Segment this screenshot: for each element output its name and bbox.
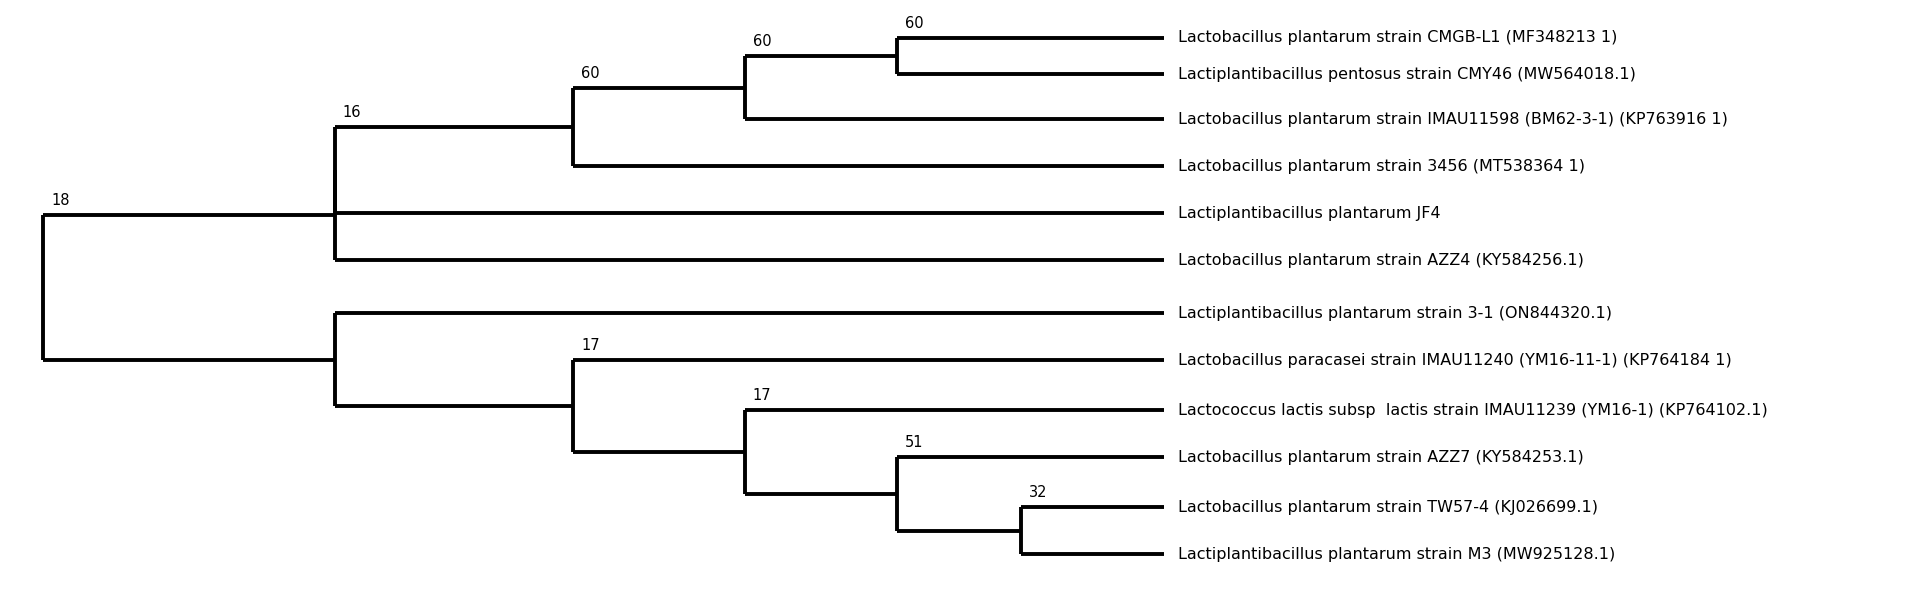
Text: 32: 32 xyxy=(1029,485,1048,500)
Text: Lactiplantibacillus plantarum strain M3 (MW925128.1): Lactiplantibacillus plantarum strain M3 … xyxy=(1177,547,1615,562)
Text: 60: 60 xyxy=(906,16,923,31)
Text: Lactiplantibacillus plantarum JF4: Lactiplantibacillus plantarum JF4 xyxy=(1177,206,1439,220)
Text: Lactobacillus plantarum strain AZZ4 (KY584256.1): Lactobacillus plantarum strain AZZ4 (KY5… xyxy=(1177,253,1584,268)
Text: Lactobacillus plantarum strain CMGB-L1 (MF348213 1): Lactobacillus plantarum strain CMGB-L1 (… xyxy=(1177,30,1617,46)
Text: Lactobacillus plantarum strain IMAU11598 (BM62-3-1) (KP763916 1): Lactobacillus plantarum strain IMAU11598… xyxy=(1177,112,1727,126)
Text: Lactiplantibacillus pentosus strain CMY46 (MW564018.1): Lactiplantibacillus pentosus strain CMY4… xyxy=(1177,67,1636,82)
Text: Lactobacillus paracasei strain IMAU11240 (YM16-11-1) (KP764184 1): Lactobacillus paracasei strain IMAU11240… xyxy=(1177,353,1732,368)
Text: 17: 17 xyxy=(580,338,599,353)
Text: 60: 60 xyxy=(753,34,771,49)
Text: Lactobacillus plantarum strain AZZ7 (KY584253.1): Lactobacillus plantarum strain AZZ7 (KY5… xyxy=(1177,450,1584,465)
Text: Lactiplantibacillus plantarum strain 3-1 (ON844320.1): Lactiplantibacillus plantarum strain 3-1… xyxy=(1177,306,1611,321)
Text: 16: 16 xyxy=(343,105,360,120)
Text: Lactobacillus plantarum strain TW57-4 (KJ026699.1): Lactobacillus plantarum strain TW57-4 (K… xyxy=(1177,500,1597,515)
Text: Lactococcus lactis subsp  lactis strain IMAU11239 (YM16-1) (KP764102.1): Lactococcus lactis subsp lactis strain I… xyxy=(1177,402,1767,418)
Text: Lactobacillus plantarum strain 3456 (MT538364 1): Lactobacillus plantarum strain 3456 (MT5… xyxy=(1177,158,1584,174)
Text: 17: 17 xyxy=(753,388,771,403)
Text: 18: 18 xyxy=(50,193,69,208)
Text: 51: 51 xyxy=(906,435,923,450)
Text: 60: 60 xyxy=(580,66,599,80)
